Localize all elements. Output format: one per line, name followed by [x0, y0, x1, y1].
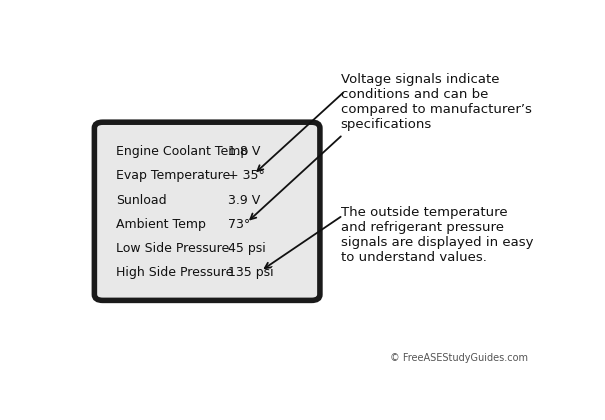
Text: 1.8 V: 1.8 V: [228, 145, 260, 158]
Text: 73°: 73°: [228, 218, 250, 231]
Text: Voltage signals indicate
conditions and can be
compared to manufacturer’s
specif: Voltage signals indicate conditions and …: [341, 73, 531, 131]
Text: High Side Pressure: High Side Pressure: [116, 266, 234, 279]
Text: 135 psi: 135 psi: [228, 266, 273, 279]
Text: The outside temperature
and refrigerant pressure
signals are displayed in easy
t: The outside temperature and refrigerant …: [341, 206, 533, 264]
Text: 3.9 V: 3.9 V: [228, 194, 260, 207]
Text: Ambient Temp: Ambient Temp: [116, 218, 206, 231]
Text: Sunload: Sunload: [116, 194, 166, 207]
Text: Engine Coolant Temp: Engine Coolant Temp: [116, 145, 248, 158]
FancyBboxPatch shape: [72, 48, 548, 376]
Text: Evap Temperature: Evap Temperature: [116, 169, 230, 182]
Text: + 35°: + 35°: [228, 169, 265, 182]
Text: Low Side Pressure: Low Side Pressure: [116, 242, 229, 255]
Text: © FreeASEStudyGuides.com: © FreeASEStudyGuides.com: [390, 354, 528, 363]
Text: 45 psi: 45 psi: [228, 242, 266, 255]
FancyBboxPatch shape: [94, 122, 320, 300]
